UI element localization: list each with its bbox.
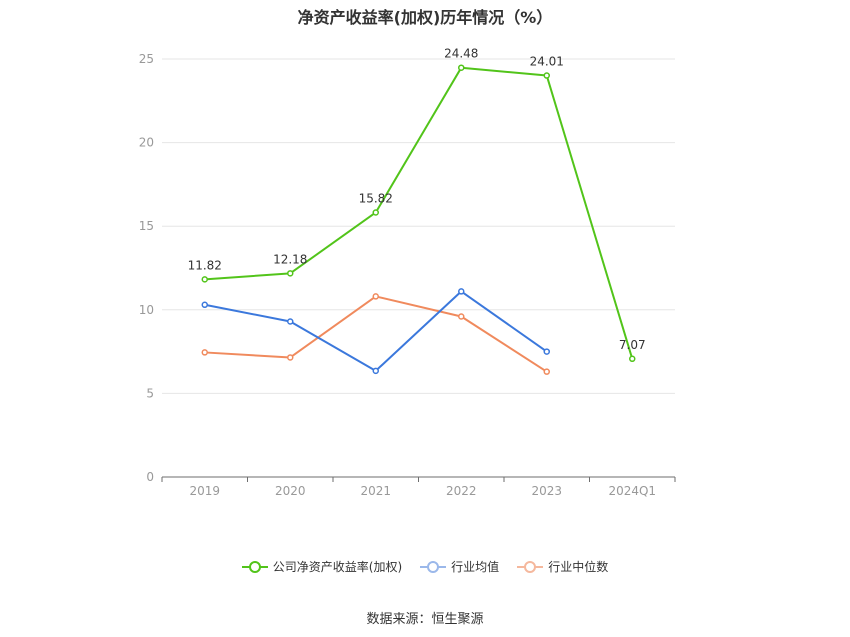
data-point: [287, 354, 294, 361]
data-label: 24.01: [530, 55, 564, 69]
x-tick-label: 2024Q1: [608, 484, 656, 498]
y-tick-label: 5: [146, 386, 154, 400]
data-point: [372, 367, 379, 375]
y-tick-label: 10: [139, 303, 154, 317]
y-tick-label: 0: [146, 470, 154, 484]
data-point: [201, 276, 208, 283]
series-line: [204, 290, 548, 372]
data-point: [543, 368, 550, 375]
x-tick-label: 2023: [531, 484, 562, 498]
x-tick-label: 2021: [360, 484, 391, 498]
data-point: [629, 355, 636, 363]
data-point: [543, 348, 550, 355]
data-label: 11.82: [188, 258, 222, 272]
data-point: [201, 301, 208, 309]
data-label: 15.82: [359, 191, 393, 205]
data-point: [287, 318, 294, 325]
y-tick-label: 20: [139, 136, 154, 150]
data-source-note: 数据来源：恒生聚源: [366, 612, 484, 627]
legend-marker-orange-icon: [517, 560, 544, 573]
x-tick-label: 2019: [189, 484, 220, 498]
data-label: 24.48: [444, 47, 478, 61]
legend-item-industry-median[interactable]: 行业中位数: [517, 558, 608, 575]
x-tick-label: 2022: [446, 484, 477, 498]
legend-label-industry-mean: 行业均值: [451, 560, 500, 574]
series-line: [204, 295, 548, 373]
data-point: [372, 209, 379, 216]
legend-label-industry-median: 行业中位数: [548, 560, 609, 574]
x-tick-label: 2020: [275, 484, 306, 498]
legend-label-company-roe: 公司净资产收益率(加权): [272, 560, 403, 574]
data-point: [458, 313, 465, 320]
chart-title: 净资产收益率(加权)历年情况（%）: [297, 8, 553, 27]
y-tick-label: 15: [139, 219, 154, 233]
data-point: [201, 349, 208, 356]
data-point: [287, 270, 294, 277]
y-tick-label: 25: [139, 52, 154, 66]
data-point: [372, 293, 379, 300]
chart-legend: 公司净资产收益率(加权) 行业均值 行业中位数: [0, 558, 850, 575]
data-label: 12.18: [273, 252, 307, 266]
series-line: [204, 66, 634, 360]
legend-marker-green-icon: [241, 560, 268, 573]
legend-marker-blue-icon: [420, 560, 447, 573]
legend-item-company-roe[interactable]: 公司净资产收益率(加权): [241, 558, 403, 575]
legend-item-industry-mean[interactable]: 行业均值: [420, 558, 499, 575]
data-label: 7.07: [619, 338, 646, 352]
data-point: [458, 288, 465, 295]
data-point: [458, 64, 465, 71]
data-point: [543, 72, 550, 79]
